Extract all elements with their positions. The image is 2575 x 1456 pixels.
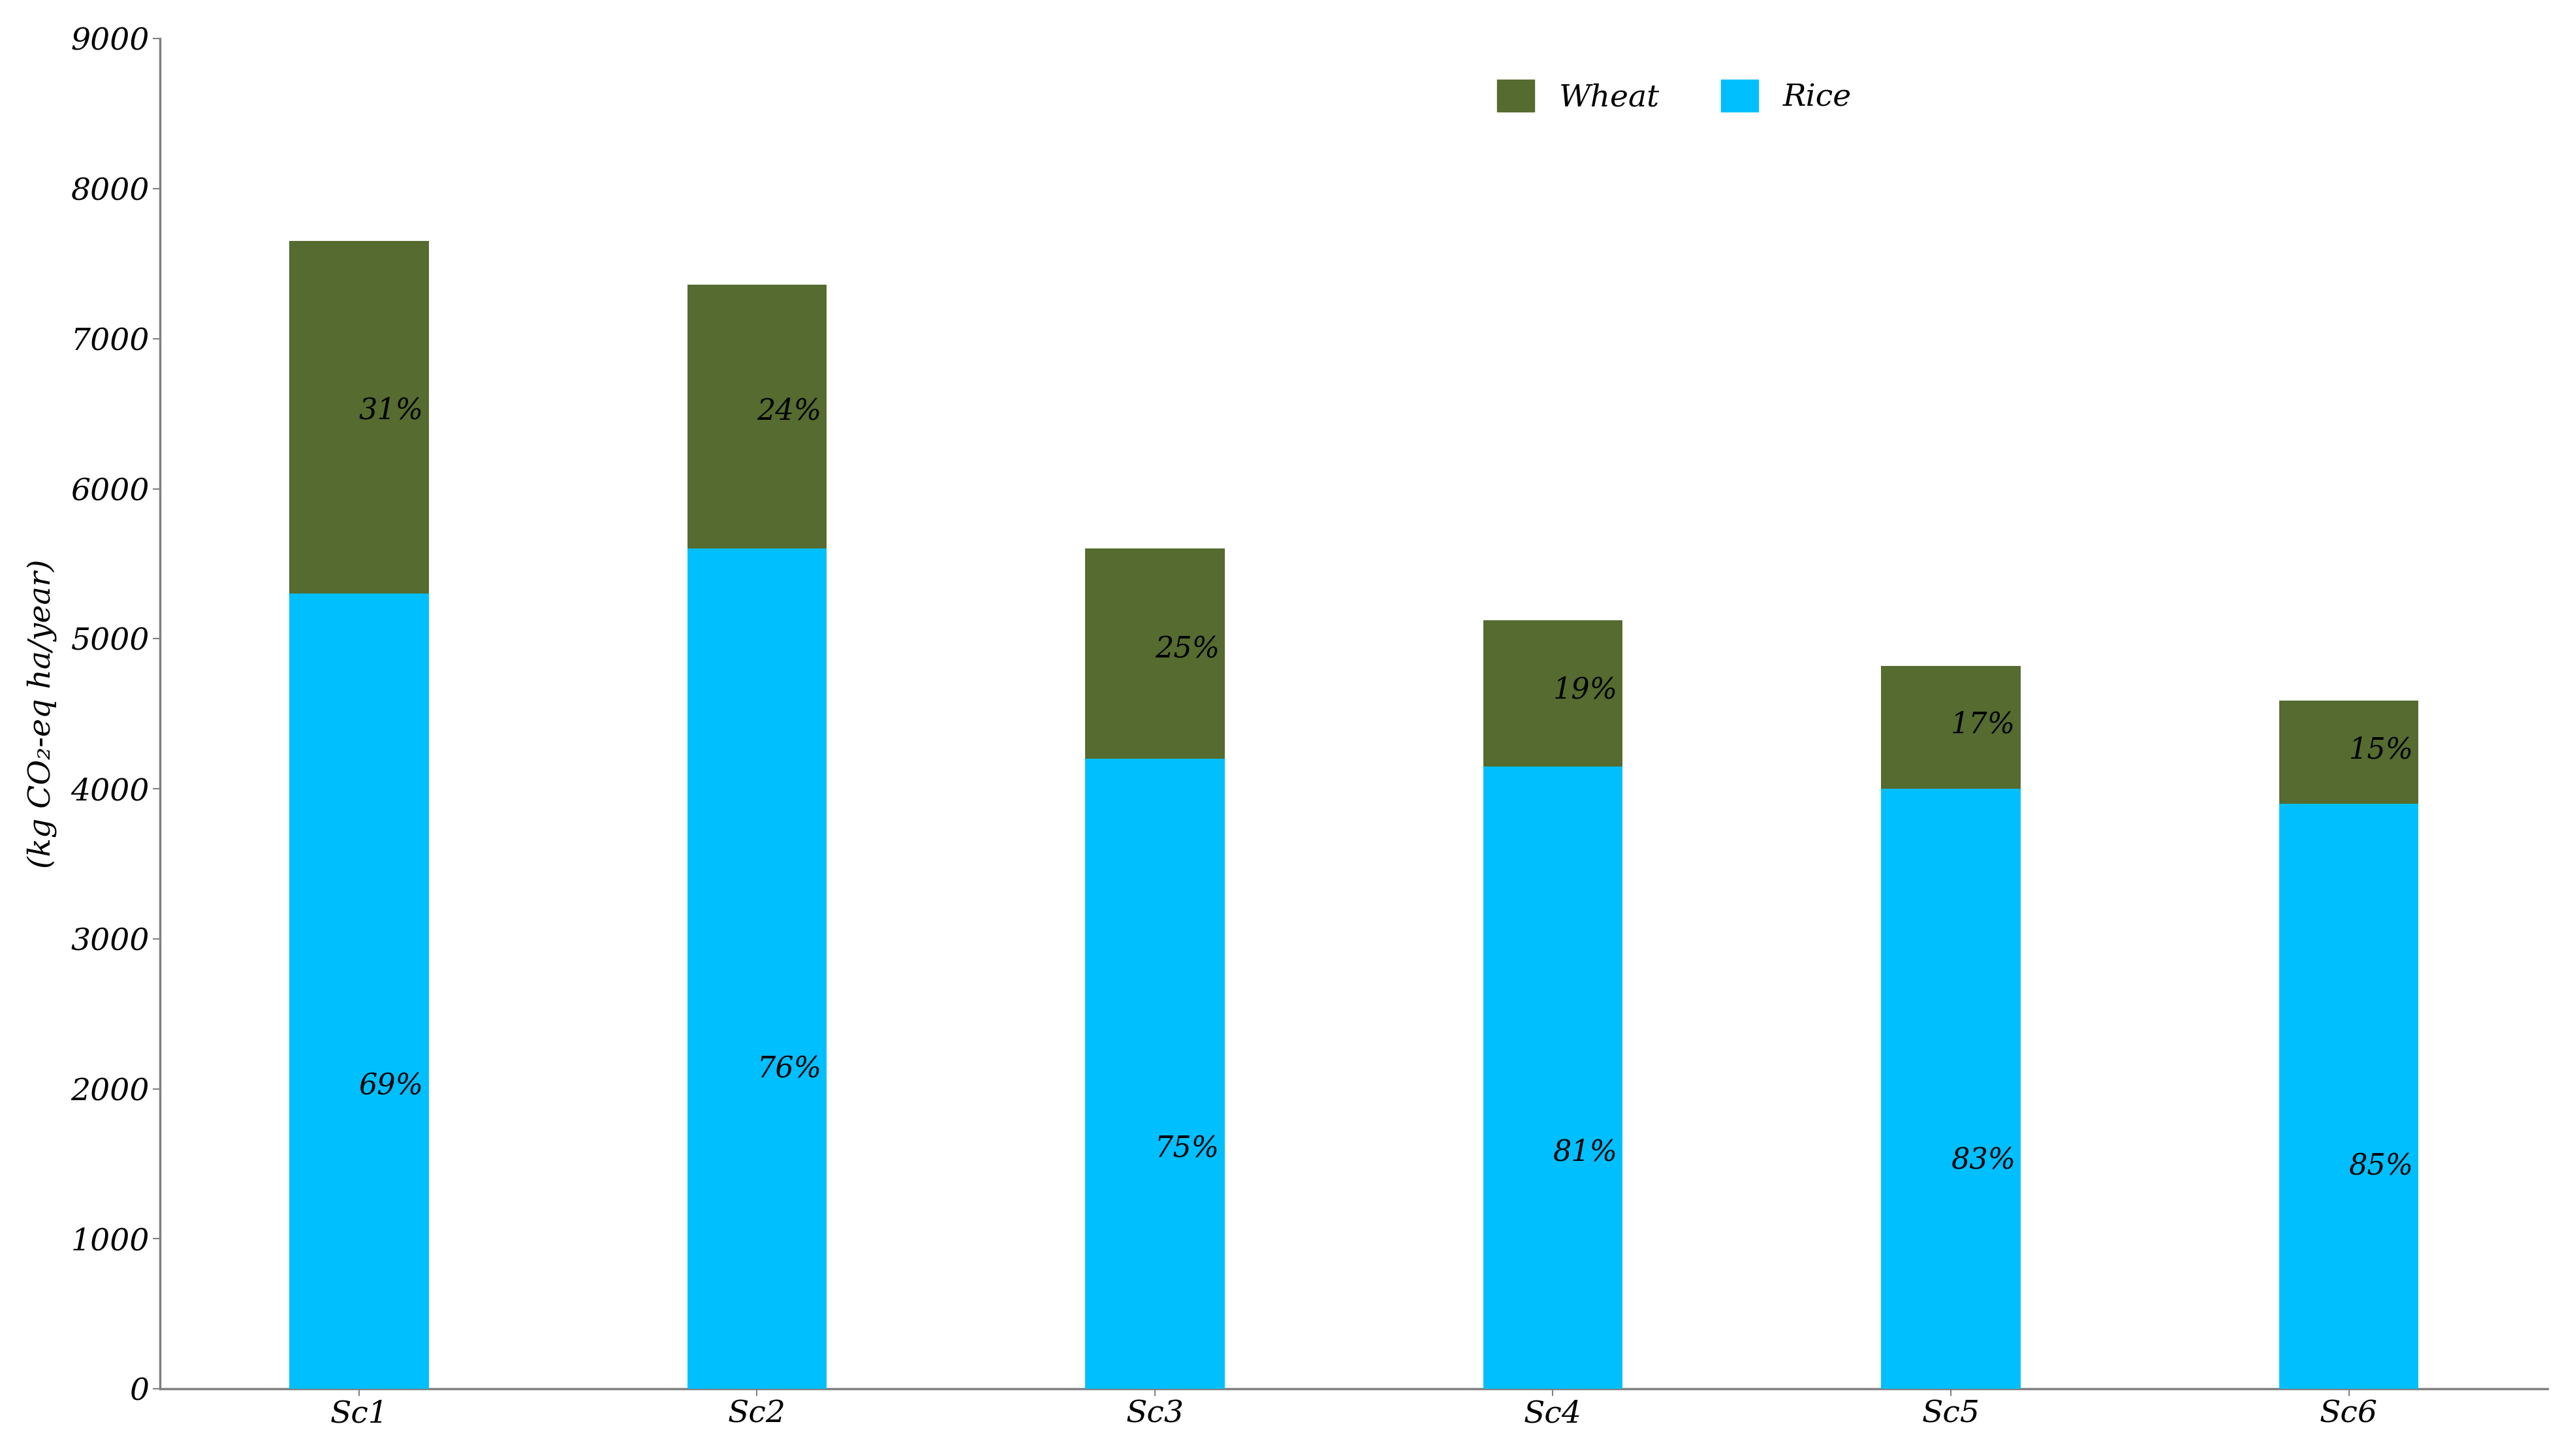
Bar (1882, 665, 2021, 789)
Text: 69%: 69% (358, 1073, 425, 1101)
Bar (1483, 766, 1622, 1389)
Text: 81%: 81% (1553, 1139, 1617, 1166)
Text: 24%: 24% (757, 397, 821, 425)
Text: 75%: 75% (1156, 1136, 1221, 1163)
Text: 19%: 19% (1553, 676, 1617, 705)
Bar (688, 285, 827, 549)
Text: 17%: 17% (1952, 711, 2016, 738)
Bar (2279, 700, 2418, 804)
Bar (688, 549, 827, 1389)
Bar (1882, 789, 2021, 1389)
Y-axis label: (kg CO₂-eq ha/year): (kg CO₂-eq ha/year) (28, 559, 57, 868)
Text: 25%: 25% (1156, 635, 1221, 664)
Text: 83%: 83% (1952, 1147, 2016, 1175)
Text: 31%: 31% (358, 396, 425, 425)
Bar (2279, 804, 2418, 1389)
Bar (1084, 549, 1226, 759)
Bar (288, 242, 427, 594)
Legend: Wheat, Rice: Wheat, Rice (1486, 67, 1864, 125)
Text: 85%: 85% (2348, 1152, 2413, 1181)
Text: 15%: 15% (2348, 735, 2413, 764)
Bar (288, 594, 427, 1389)
Bar (1084, 759, 1226, 1389)
Text: 76%: 76% (757, 1056, 821, 1083)
Bar (1483, 620, 1622, 766)
